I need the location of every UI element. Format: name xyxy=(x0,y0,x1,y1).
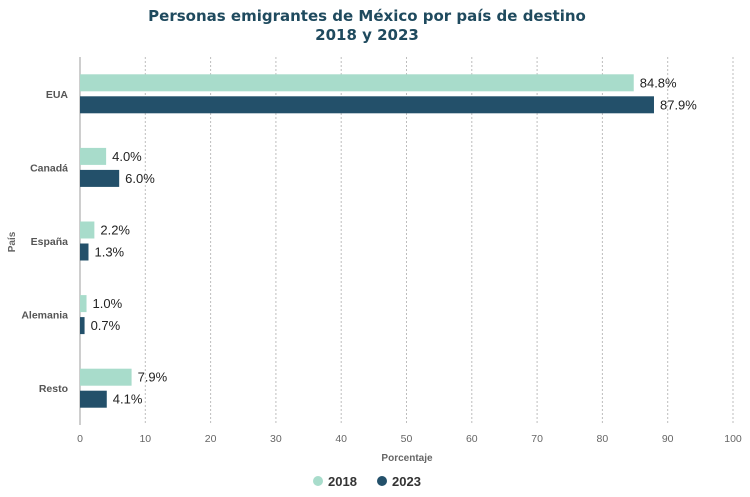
legend-label-2023: 2023 xyxy=(392,474,421,489)
y-category-label: Alemania xyxy=(21,310,68,322)
y-axis-label: País xyxy=(7,231,18,252)
y-category-label: Canadá xyxy=(30,162,68,174)
x-tick-label: 40 xyxy=(335,433,347,445)
x-tick-label: 70 xyxy=(531,433,543,445)
y-category-label: EUA xyxy=(46,89,69,101)
data-label: 0.7% xyxy=(91,318,121,333)
x-tick-label: 20 xyxy=(205,433,217,445)
data-label: 4.0% xyxy=(112,149,142,164)
data-label: 6.0% xyxy=(125,171,155,186)
x-tick-label: 0 xyxy=(77,433,83,445)
data-label: 2.2% xyxy=(100,223,130,238)
x-tick-label: 30 xyxy=(270,433,282,445)
legend: 2018 2023 xyxy=(313,474,421,489)
data-label: 7.9% xyxy=(138,370,168,385)
data-label: 1.0% xyxy=(93,296,123,311)
data-labels: 84.8% 87.9% 4.0% 6.0% 2.2% 1.3% 1.0% 0.7% 7.9% 4.… xyxy=(91,75,698,406)
x-tick-label: 90 xyxy=(662,433,674,445)
x-tick-label: 50 xyxy=(401,433,413,445)
legend-marker-2023 xyxy=(377,476,387,486)
chart-title-line-1: Personas emigrantes de México por país d… xyxy=(148,7,586,25)
data-label: 1.3% xyxy=(94,245,124,260)
chart-title-line-2: 2018 y 2023 xyxy=(315,26,419,44)
bar-2018-2 xyxy=(80,221,95,239)
x-tick-label: 80 xyxy=(597,433,609,445)
bars xyxy=(80,74,654,408)
legend-marker-2018 xyxy=(313,476,323,486)
data-label: 87.9% xyxy=(660,97,697,112)
axes: 0 10 20 30 40 50 60 70 80 90 100 EUA Canadá España Ale… xyxy=(21,57,742,445)
y-category-label: Resto xyxy=(39,383,68,395)
y-category-label: España xyxy=(31,236,69,248)
data-label: 84.8% xyxy=(640,75,677,90)
data-label: 4.1% xyxy=(113,392,143,407)
bar-2023-0 xyxy=(80,96,654,114)
bar-2023-4 xyxy=(80,390,107,408)
bar-2018-3 xyxy=(80,295,87,313)
bar-2018-0 xyxy=(80,74,634,92)
gridlines xyxy=(144,57,734,425)
bar-2023-3 xyxy=(80,317,85,335)
bar-2023-1 xyxy=(80,169,120,187)
x-tick-label: 60 xyxy=(466,433,478,445)
legend-label-2018: 2018 xyxy=(328,474,357,489)
bar-2018-4 xyxy=(80,368,132,386)
x-tick-label: 100 xyxy=(724,433,742,445)
x-tick-label: 10 xyxy=(139,433,151,445)
x-axis-label: Porcentaje xyxy=(381,453,433,464)
bar-2023-2 xyxy=(80,243,89,261)
bar-2018-1 xyxy=(80,147,107,165)
